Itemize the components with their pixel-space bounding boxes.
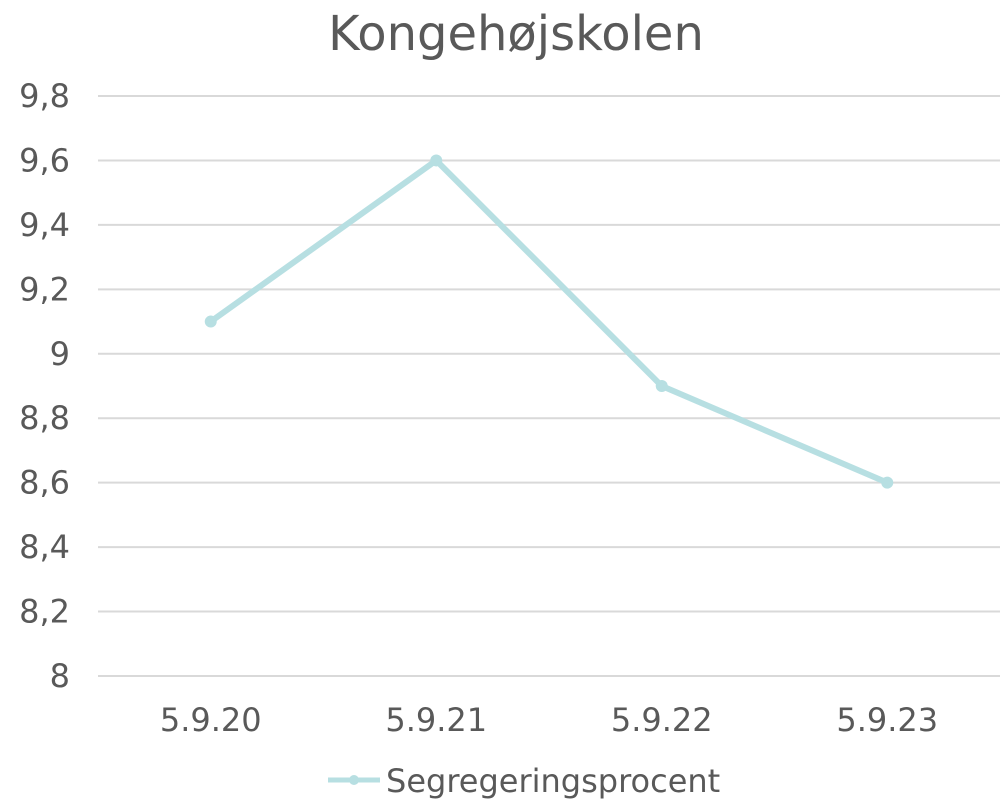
x-axis-ticks: 5.9.20 5.9.21 5.9.22 5.9.23 [160, 701, 938, 739]
y-tick-label: 8,2 [19, 593, 70, 631]
gridlines [98, 95, 1000, 677]
y-tick-label: 8 [50, 657, 70, 695]
data-point [430, 154, 443, 167]
data-point [204, 315, 217, 328]
data-point [655, 380, 668, 392]
legend-label: Segregeringsprocent [386, 762, 720, 800]
series-layer [204, 154, 894, 489]
x-tick-label: 5.9.20 [160, 701, 262, 739]
series-line [207, 157, 891, 486]
y-tick-label: 9,6 [19, 141, 70, 179]
x-tick-label: 5.9.22 [611, 701, 713, 739]
y-tick-label: 8,8 [19, 399, 70, 437]
data-point [881, 476, 894, 489]
y-tick-label: 9,2 [19, 270, 70, 308]
legend: Segregeringsprocent [328, 762, 720, 800]
x-tick-label: 5.9.23 [836, 701, 938, 739]
legend-marker-swatch [349, 775, 359, 785]
y-axis-ticks: 9,8 9,6 9,4 9,2 9 8,8 8,6 8,4 8,2 8 [19, 77, 70, 695]
y-tick-label: 9,8 [19, 77, 70, 115]
y-tick-label: 9,4 [19, 206, 70, 244]
x-tick-label: 5.9.21 [385, 701, 487, 739]
y-tick-label: 8,6 [19, 464, 70, 502]
chart-title: Kongehøjskolen [328, 6, 704, 62]
y-tick-label: 9 [50, 335, 70, 373]
y-tick-label: 8,4 [19, 528, 70, 566]
